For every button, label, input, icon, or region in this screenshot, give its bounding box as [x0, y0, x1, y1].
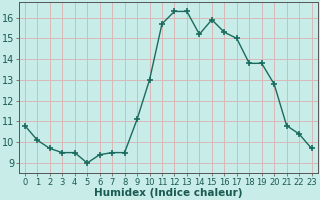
X-axis label: Humidex (Indice chaleur): Humidex (Indice chaleur) — [94, 188, 243, 198]
